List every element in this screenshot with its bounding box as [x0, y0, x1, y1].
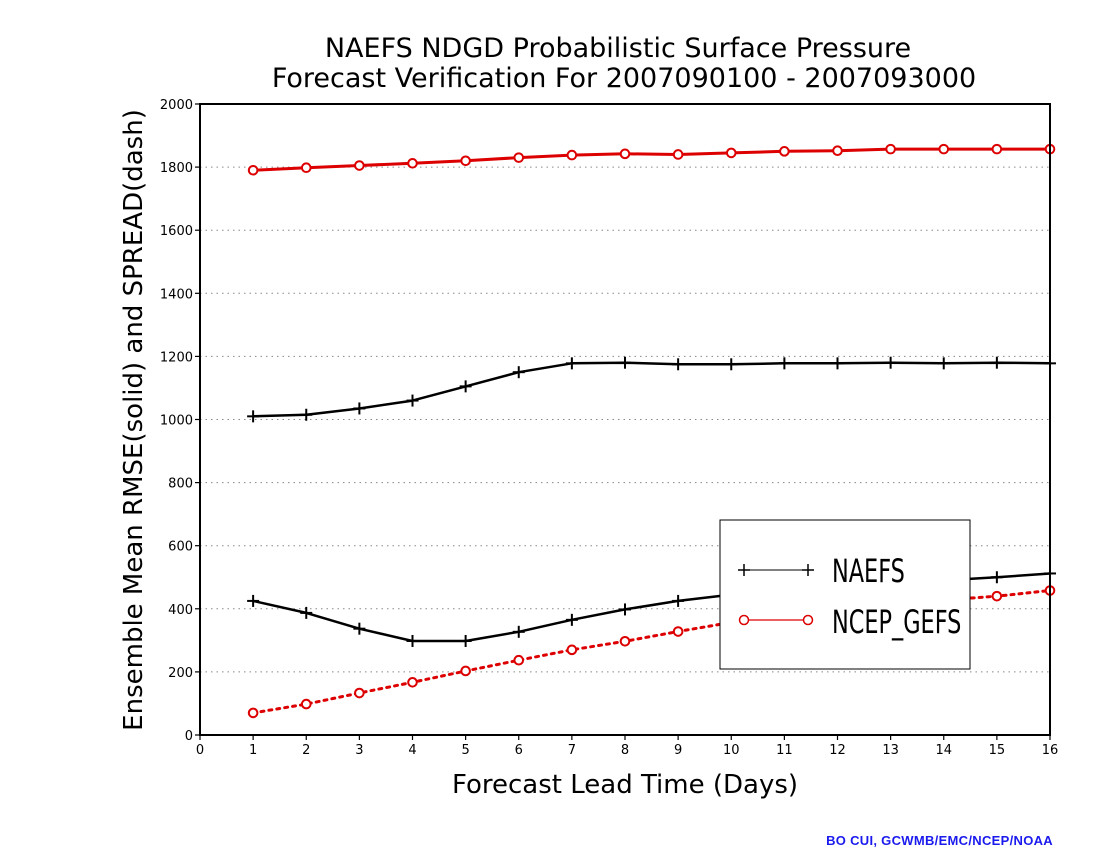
x-tick-label-10: 10 [723, 743, 740, 758]
data-point-day-1 [247, 164, 259, 176]
y-axis-ticks: 0 200 400 600 800 1000 1200 1400 1600 1800 2000 [160, 98, 200, 744]
x-tick-label-12: 12 [829, 743, 846, 758]
data-point-day-6 [513, 654, 525, 666]
legend-label-naefs: NAEFS [832, 552, 905, 590]
legend-ncep-gefs-marker [738, 614, 814, 626]
data-point-day-10 [725, 147, 737, 159]
data-point-day-8 [619, 635, 631, 647]
data-point-day-1 [247, 594, 260, 607]
data-point-day-6 [512, 366, 525, 379]
x-tick-label-5: 5 [461, 743, 469, 758]
data-point-day-15 [990, 356, 1003, 369]
data-point-day-14 [938, 143, 950, 155]
x-tick-label-9: 9 [674, 743, 682, 758]
x-tick-label-4: 4 [408, 743, 416, 758]
data-point-day-8 [619, 148, 631, 160]
series-ncep-gefs-rmse [247, 143, 1056, 176]
data-point-day-2 [300, 698, 312, 710]
y-tick-label-1400: 1400 [160, 287, 193, 302]
y-tick-label-1600: 1600 [160, 224, 193, 239]
series-line [253, 361, 1051, 418]
y-tick-label-1200: 1200 [160, 350, 193, 365]
data-point-day-7 [565, 613, 578, 626]
series-line [253, 147, 1050, 172]
x-tick-label-13: 13 [882, 743, 899, 758]
y-axis-title: Ensemble Mean RMSE(solid) and SPREAD(das… [119, 109, 149, 731]
legend-naefs-marker [738, 564, 814, 576]
data-point-day-5 [459, 380, 472, 393]
data-point-day-9 [672, 149, 684, 160]
y-tick-label-0: 0 [185, 729, 193, 744]
data-point-day-2 [300, 606, 313, 619]
x-tick-label-3: 3 [355, 743, 363, 758]
legend: NAEFS NCEP_GEFS [719, 519, 971, 670]
data-point-day-4 [406, 634, 419, 647]
series-naefs-rmse [247, 356, 1056, 423]
data-point-day-8 [619, 356, 631, 369]
y-tick-label-2000: 2000 [160, 98, 193, 113]
data-point-day-3 [354, 687, 365, 699]
data-point-day-13 [884, 356, 897, 369]
y-tick-label-600: 600 [168, 540, 193, 555]
credit-text: BO CUI, GCWMB/EMC/NCEP/NOAA [826, 833, 1053, 848]
x-axis-title: Forecast Lead Time (Days) [452, 770, 798, 800]
x-tick-label-8: 8 [621, 743, 629, 758]
data-point-day-1 [247, 410, 260, 423]
y-tick-label-800: 800 [168, 477, 193, 492]
chart-title-line1: NAEFS NDGD Probabilistic Surface Pressur… [325, 33, 911, 64]
data-point-day-2 [300, 162, 312, 174]
data-point-day-8 [619, 603, 631, 616]
data-point-day-12 [832, 145, 843, 156]
y-tick-label-1800: 1800 [160, 161, 193, 176]
x-tick-label-11: 11 [776, 743, 793, 758]
data-point-day-5 [460, 665, 471, 677]
legend-item-ncep-gefs: NCEP_GEFS [738, 603, 961, 641]
data-point-day-9 [672, 626, 684, 637]
data-point-day-7 [565, 357, 578, 370]
x-tick-label-6: 6 [515, 743, 523, 758]
legend-box [719, 519, 971, 670]
data-point-day-9 [672, 594, 685, 607]
data-point-day-4 [407, 677, 418, 688]
data-point-day-5 [460, 155, 471, 167]
data-point-day-3 [353, 622, 366, 635]
data-point-day-7 [566, 149, 578, 161]
data-point-day-7 [566, 644, 578, 656]
data-point-day-4 [407, 158, 418, 169]
data-point-day-10 [725, 358, 738, 371]
y-tick-label-400: 400 [168, 603, 193, 618]
data-point-day-15 [990, 571, 1003, 584]
data-point-day-15 [991, 143, 1003, 155]
data-point-day-6 [512, 625, 525, 638]
data-point-day-5 [459, 634, 472, 647]
x-tick-label-7: 7 [568, 743, 576, 758]
x-tick-label-14: 14 [935, 743, 952, 758]
data-point-day-11 [778, 357, 791, 370]
x-tick-label-0: 0 [196, 743, 204, 758]
data-point-day-6 [513, 152, 525, 163]
y-tick-label-200: 200 [168, 666, 193, 681]
legend-item-naefs: NAEFS [738, 552, 905, 590]
data-point-day-15 [991, 590, 1003, 602]
x-tick-label-15: 15 [989, 743, 1006, 758]
data-point-day-3 [353, 402, 366, 415]
data-point-day-11 [779, 146, 790, 157]
chart-title-line2: Forecast Verification For 2007090100 - 2… [272, 63, 976, 94]
data-point-day-3 [354, 160, 365, 171]
x-tick-label-2: 2 [302, 743, 310, 758]
data-point-day-2 [300, 408, 313, 421]
data-point-day-14 [937, 357, 950, 370]
y-tick-label-1000: 1000 [160, 414, 193, 429]
data-point-day-13 [885, 143, 896, 155]
x-tick-label-1: 1 [249, 743, 257, 758]
x-axis-ticks: 0 1 2 3 4 5 6 7 8 9 10 11 12 13 14 15 16 [196, 735, 1058, 758]
data-point-day-9 [672, 358, 685, 371]
data-point-day-4 [406, 394, 419, 407]
data-point-day-1 [247, 707, 259, 719]
x-tick-label-16: 16 [1042, 743, 1059, 758]
legend-label-ncep-gefs: NCEP_GEFS [832, 603, 961, 641]
data-point-day-12 [831, 357, 844, 370]
